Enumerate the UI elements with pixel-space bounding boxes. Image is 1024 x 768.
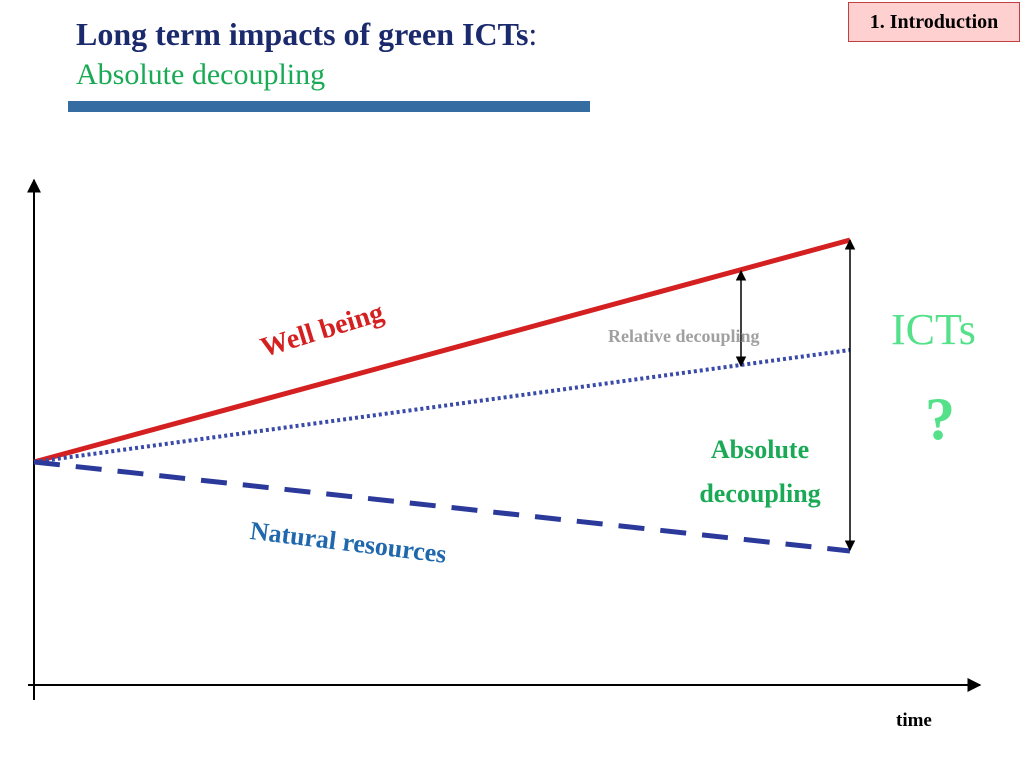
icts-label: ICTs bbox=[891, 305, 976, 354]
natural-resources-line bbox=[33, 459, 851, 554]
relative-decoupling-label: Relative decoupling bbox=[608, 326, 760, 346]
slide-title-colon: : bbox=[528, 16, 538, 52]
question-mark: ? bbox=[925, 386, 955, 452]
slide-title: Long term impacts of green ICTs: bbox=[76, 16, 537, 53]
x-axis-label: time bbox=[896, 710, 932, 731]
section-badge: 1. Introduction bbox=[848, 2, 1020, 42]
absolute-decoupling-label-line1: Absolute bbox=[710, 435, 810, 464]
slide-subtitle: Absolute decoupling bbox=[76, 58, 326, 91]
slide-title-text: Long term impacts of green ICTs bbox=[76, 16, 529, 52]
well-being-line bbox=[33, 237, 851, 465]
title-underline-bar bbox=[68, 101, 590, 112]
absolute-decoupling-label-line2: decoupling bbox=[699, 479, 821, 508]
dotted-resource-line bbox=[33, 348, 851, 464]
absolute-decoupling-label: Absolute decoupling bbox=[680, 428, 840, 516]
